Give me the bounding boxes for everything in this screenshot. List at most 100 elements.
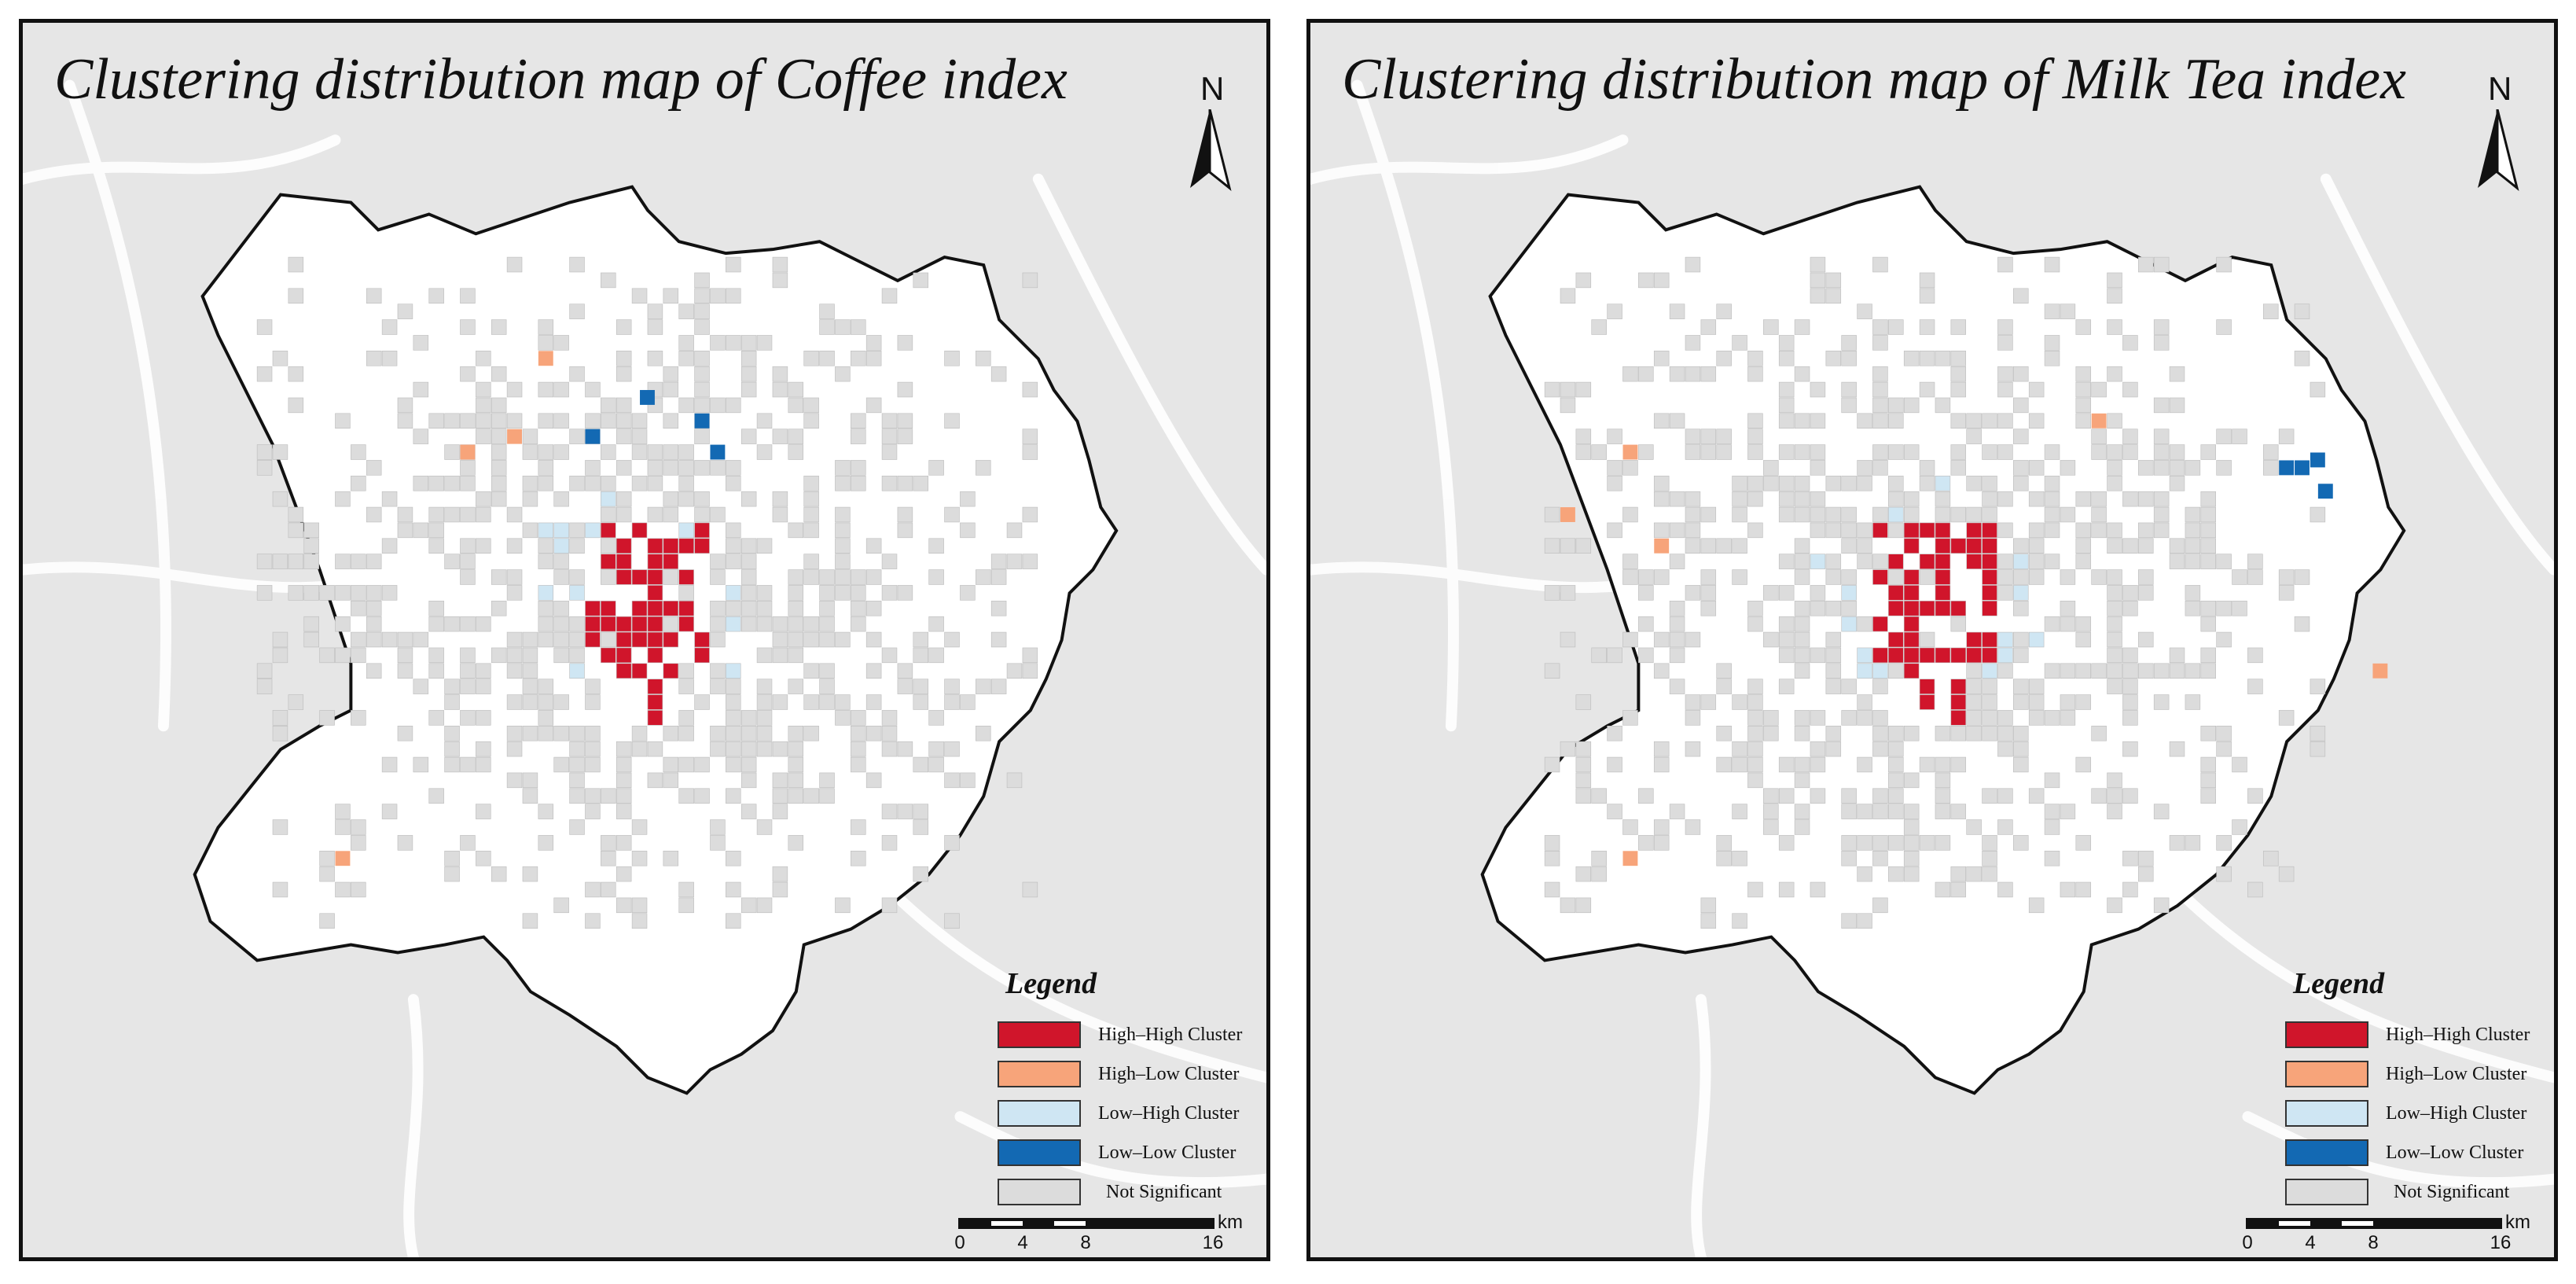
grid-cell (1919, 569, 1935, 585)
grid-cell (2247, 881, 2263, 898)
grid-cell (2372, 663, 2388, 679)
grid-cell (522, 663, 538, 679)
milk-tea-map-panel: Clustering distribution map of Milk Tea … (1306, 19, 2558, 1261)
grid-cell (522, 444, 538, 460)
grid-cell (1794, 631, 1810, 648)
grid-cell (585, 726, 601, 741)
grid-cell (694, 429, 710, 444)
grid-cell (1872, 366, 1888, 382)
grid-cell (2060, 601, 2076, 616)
grid-cell (631, 663, 648, 679)
grid-cell (569, 726, 585, 741)
grid-cell (835, 694, 851, 710)
grid-cell (1653, 756, 1670, 773)
grid-cell (2122, 444, 2138, 460)
grid-cell (1982, 647, 1997, 664)
grid-cell (2153, 491, 2170, 507)
grid-cell (1022, 444, 1038, 460)
grid-cell (553, 335, 569, 351)
grid-cell (647, 319, 663, 335)
grid-cell (897, 413, 913, 429)
grid-cell (1997, 631, 2013, 648)
grid-cell (726, 397, 741, 414)
grid-cell (1919, 319, 1935, 335)
grid-cell (476, 756, 491, 773)
grid-cell (2122, 663, 2138, 679)
grid-cell (835, 554, 851, 569)
grid-cell (1810, 272, 1826, 289)
grid-cell (460, 616, 476, 632)
grid-cell (1888, 726, 1904, 741)
grid-cell (1903, 850, 1920, 866)
grid-cell (538, 381, 554, 398)
grid-cell (2122, 647, 2138, 664)
grid-cell (256, 319, 273, 335)
grid-cell (1006, 663, 1023, 679)
grid-cell (1575, 756, 1592, 773)
grid-cell (1872, 444, 1888, 460)
grid-cell (460, 288, 476, 304)
grid-cell (601, 538, 616, 554)
grid-cell (616, 616, 632, 632)
grid-cell (381, 756, 398, 773)
grid-cell (351, 835, 366, 851)
grid-cell (756, 726, 773, 741)
grid-cell (1653, 835, 1670, 851)
grid-cell (710, 631, 726, 648)
grid-cell (1560, 897, 1576, 914)
grid-cell (2122, 381, 2138, 398)
grid-cell (2153, 256, 2170, 273)
grid-cell (913, 272, 929, 289)
grid-cell (272, 554, 288, 569)
grid-cell (2075, 881, 2092, 898)
grid-cell (726, 601, 741, 616)
grid-cell (865, 663, 882, 679)
grid-cell (1966, 726, 1982, 741)
grid-cell (1022, 381, 1038, 398)
grid-cell (1732, 913, 1747, 929)
grid-cell (772, 741, 788, 757)
grid-cell (1997, 256, 2013, 273)
grid-cell (631, 913, 648, 929)
grid-cell (428, 616, 444, 632)
grid-cell (1888, 804, 1904, 819)
grid-cell (476, 429, 491, 444)
grid-cell (2200, 444, 2217, 460)
legend-item-high-low: High–Low Cluster (998, 1054, 1257, 1094)
grid-cell (1919, 679, 1935, 694)
grid-cell (366, 663, 382, 679)
grid-cell (897, 335, 913, 351)
grid-cell (865, 772, 882, 789)
grid-cell (2200, 663, 2217, 679)
grid-cell (366, 601, 382, 616)
grid-cell (1794, 601, 1810, 616)
grid-cell (2200, 726, 2217, 741)
grid-cell (1794, 710, 1810, 726)
grid-cell (585, 631, 601, 648)
scale-tick: 0 (954, 1232, 965, 1253)
grid-cell (819, 631, 835, 648)
grid-cell (803, 491, 819, 507)
grid-cell (865, 538, 882, 554)
grid-cell (1560, 631, 1576, 648)
grid-cell (2091, 569, 2107, 585)
grid-cell (1919, 460, 1935, 476)
grid-cell (476, 741, 491, 757)
grid-cell (2075, 366, 2092, 382)
grid-cell (569, 522, 585, 539)
grid-cell (756, 647, 773, 664)
grid-cell (1982, 631, 1997, 648)
grid-cell (726, 913, 741, 929)
grid-cell (1872, 788, 1888, 804)
grid-cell (538, 631, 554, 648)
grid-cell (553, 522, 569, 539)
grid-cell (2216, 256, 2232, 273)
grid-cell (1903, 616, 1920, 632)
grid-cell (2122, 538, 2138, 554)
grid-cell (631, 569, 648, 585)
grid-cell (726, 788, 741, 804)
grid-cell (1747, 444, 1763, 460)
grid-cell (2247, 679, 2263, 694)
grid-cell (2107, 569, 2122, 585)
grid-cell (803, 413, 819, 429)
